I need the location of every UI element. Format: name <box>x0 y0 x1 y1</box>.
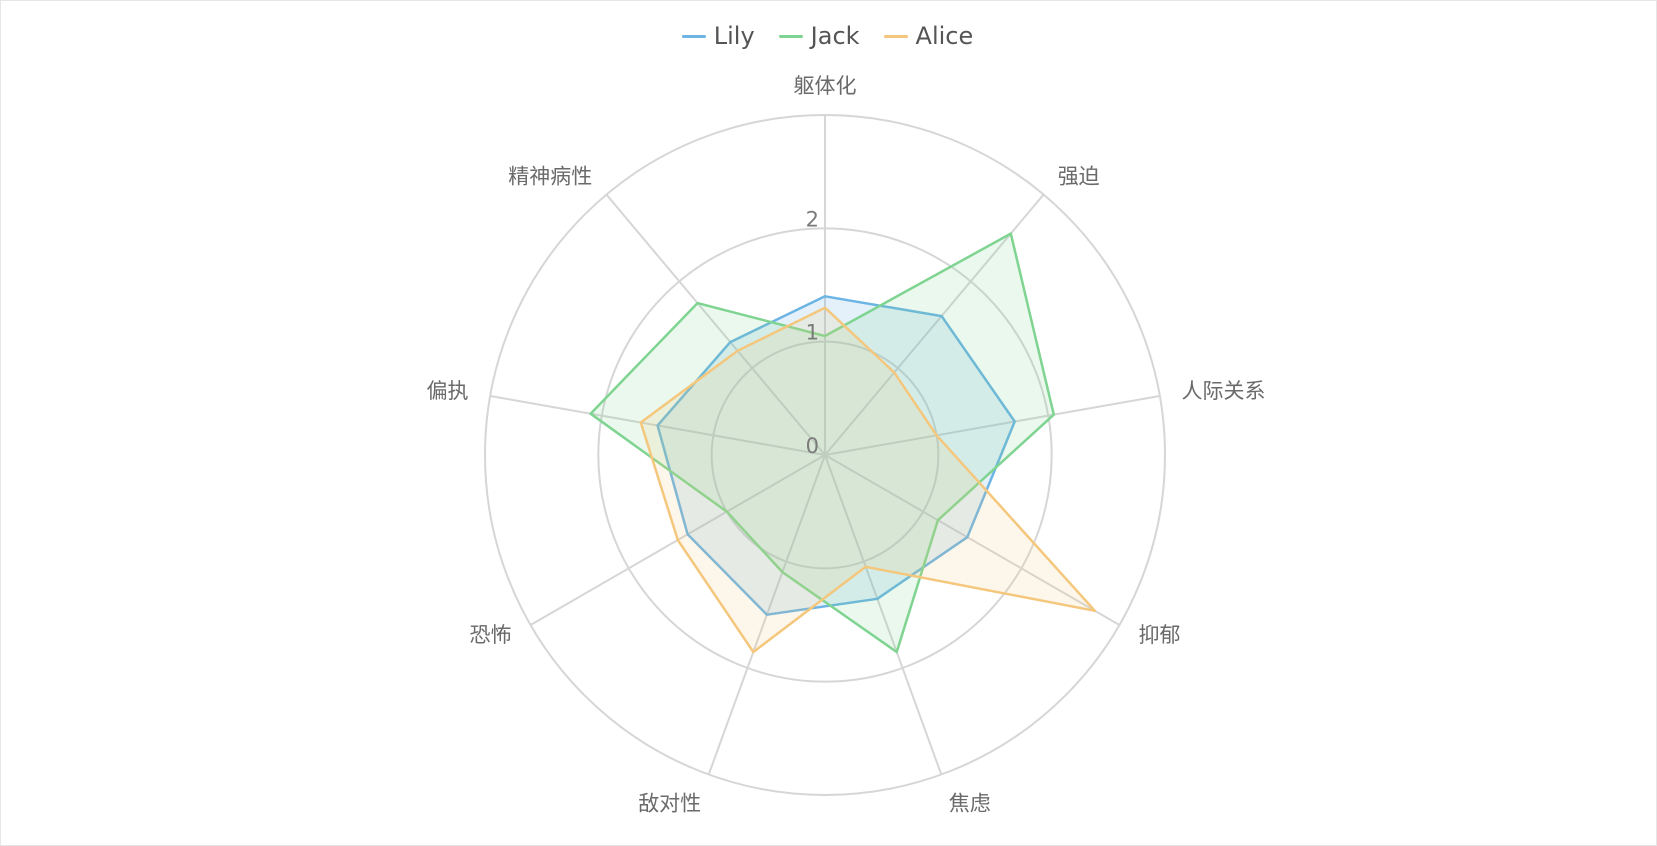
indicator-label-0: 躯体化 <box>794 74 857 98</box>
legend-item-alice[interactable]: Alice <box>883 22 974 50</box>
tick-label-0: 0 <box>806 434 819 458</box>
legend-label-lily: Lily <box>713 22 755 50</box>
axis-spoke-1 <box>824 193 1045 456</box>
axis-spoke-4 <box>824 454 943 775</box>
axis-spoke-2 <box>824 394 1161 456</box>
indicator-label-8: 精神病性 <box>508 165 592 189</box>
indicator-label-6: 恐怖 <box>470 623 512 647</box>
legend-swatch-alice <box>883 34 908 38</box>
indicator-label-4: 焦虑 <box>949 791 991 815</box>
legend-swatch-lily <box>681 34 706 38</box>
tick-label-1: 1 <box>806 321 819 345</box>
axis-spoke-3 <box>824 454 1120 626</box>
indicator-label-1: 强迫 <box>1058 165 1100 189</box>
legend-item-lily[interactable]: Lily <box>681 22 755 50</box>
axis-spoke-8 <box>605 193 826 456</box>
legend-label-jack: Jack <box>810 22 860 50</box>
indicator-label-2: 人际关系 <box>1182 379 1266 403</box>
series-area-jack <box>589 232 1056 654</box>
legend-label-alice: Alice <box>915 22 974 50</box>
tick-label-2: 2 <box>806 207 819 231</box>
legend-item-jack[interactable]: Jack <box>778 22 860 50</box>
indicator-label-5: 敌对性 <box>638 791 701 815</box>
series-area-alice <box>639 306 1097 654</box>
indicator-label-3: 抑郁 <box>1139 623 1181 647</box>
legend: Lily Jack Alice <box>0 22 1655 50</box>
indicator-label-7: 偏执 <box>427 379 469 403</box>
legend-swatch-jack <box>778 34 803 38</box>
